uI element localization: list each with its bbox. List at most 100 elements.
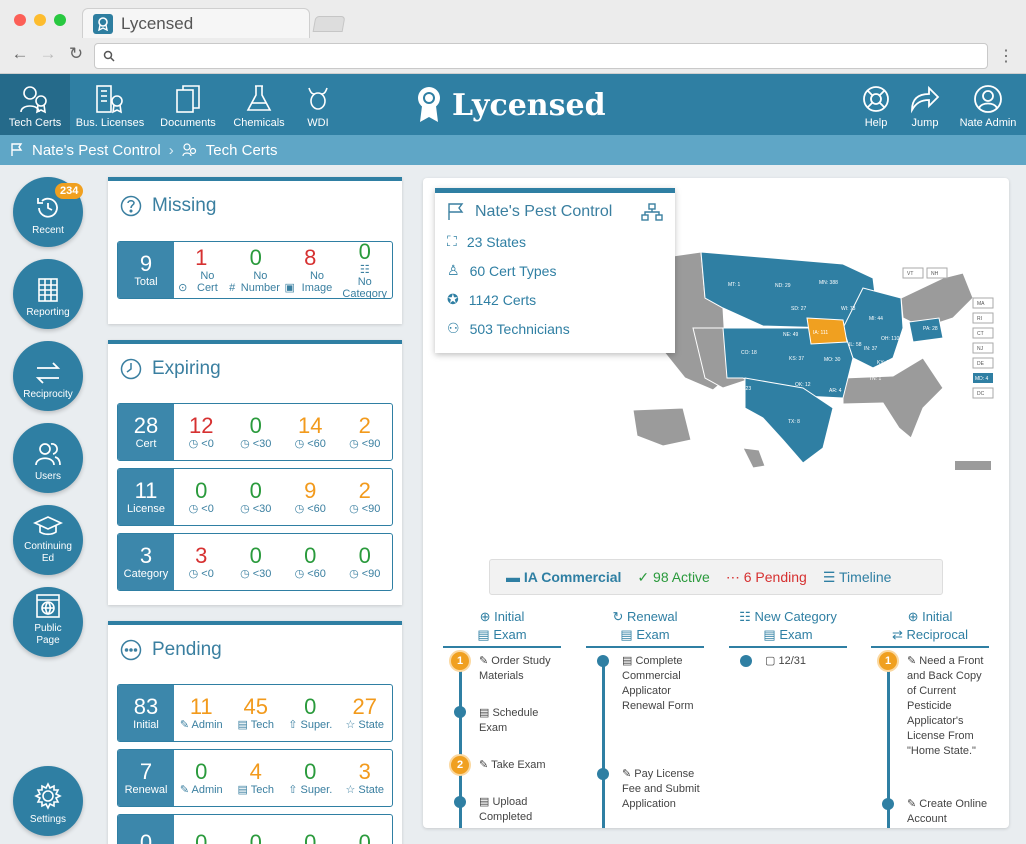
pending-other-total[interactable]: 0 bbox=[118, 815, 174, 844]
address-bar[interactable] bbox=[94, 43, 988, 69]
sidebar-reporting[interactable]: Reporting bbox=[13, 259, 83, 329]
expiring-cell[interactable]: 0 ◷ <60 bbox=[283, 534, 338, 590]
pending-cell[interactable]: 0 ✎ Admin bbox=[174, 750, 229, 806]
nav-wdi[interactable]: WDI bbox=[294, 74, 342, 135]
swap-arrows-icon bbox=[35, 362, 61, 384]
pending-cell[interactable]: 0 ⇧ Super. bbox=[283, 750, 338, 806]
expiring-category-total[interactable]: 3 Category bbox=[118, 534, 174, 590]
company-stat[interactable]: ⚇ 503 Technicians bbox=[447, 320, 663, 337]
stat-value: 3 bbox=[358, 759, 371, 784]
company-stat[interactable]: ✪ 1142 Certs bbox=[447, 291, 663, 308]
close-dot[interactable] bbox=[14, 14, 26, 26]
expiring-cell[interactable]: 9 ◷ <60 bbox=[283, 469, 338, 525]
expiring-cell[interactable]: 2 ◷ <90 bbox=[338, 404, 393, 460]
stat-value: 0 bbox=[249, 478, 262, 503]
ellipsis-circle-icon: ⋯ bbox=[725, 568, 740, 585]
new-tab-button[interactable] bbox=[312, 16, 346, 32]
pending-cell[interactable]: 0 bbox=[283, 815, 338, 844]
stat-value: 27 bbox=[352, 694, 377, 719]
timeline-step[interactable]: ✎ Pay License Fee and Submit Application bbox=[622, 768, 700, 810]
clock-icon bbox=[120, 358, 142, 380]
missing-no-cert[interactable]: 1 ⊙ No Cert bbox=[174, 242, 229, 298]
maximize-dot[interactable] bbox=[54, 14, 66, 26]
minimize-dot[interactable] bbox=[34, 14, 46, 26]
reload-icon[interactable]: ↻ bbox=[68, 44, 84, 63]
nav-help[interactable]: Help bbox=[856, 74, 896, 135]
stat-value: 0 bbox=[304, 759, 317, 784]
browser-tab[interactable]: Lycensed bbox=[82, 8, 310, 38]
expiring-cell[interactable]: 0 ◷ <30 bbox=[229, 404, 284, 460]
expiring-cell[interactable]: 14 ◷ <60 bbox=[283, 404, 338, 460]
pending-initial-total[interactable]: 83 Initial bbox=[118, 685, 174, 741]
brand[interactable]: Lycensed bbox=[416, 86, 606, 124]
org-chart-icon[interactable] bbox=[641, 203, 663, 221]
pending-cell[interactable]: 0 bbox=[229, 815, 284, 844]
timeline-step[interactable]: ▤ Upload Completed bbox=[479, 796, 533, 823]
expiring-cell[interactable]: 2 ◷ <90 bbox=[338, 469, 393, 525]
state-tag: RI bbox=[977, 316, 982, 322]
expiring-cell[interactable]: 0 ◷ <30 bbox=[229, 534, 284, 590]
company-name[interactable]: Nate's Pest Control bbox=[475, 203, 613, 220]
category-filter[interactable]: ▬ IA Commercial bbox=[506, 569, 621, 585]
pending-filter[interactable]: ⋯ 6 Pending bbox=[726, 569, 807, 586]
expiring-cell[interactable]: 3 ◷ <0 bbox=[174, 534, 229, 590]
forward-arrow-icon[interactable]: → bbox=[39, 44, 57, 63]
browser-menu-icon[interactable]: ⋮ bbox=[998, 48, 1014, 65]
nav-bus-licenses[interactable]: Bus. Licenses bbox=[72, 74, 148, 135]
sidebar-recent[interactable]: 234 Recent bbox=[13, 177, 84, 247]
company-stat[interactable]: ⛶ 23 States bbox=[447, 233, 663, 250]
missing-no-image[interactable]: 8 ▣ No Image bbox=[283, 242, 338, 298]
nav-tech-certs[interactable]: Tech Certs bbox=[0, 74, 70, 135]
nav-chemicals[interactable]: Chemicals bbox=[228, 74, 290, 135]
missing-no-category[interactable]: 0 ☷ No Category bbox=[338, 242, 393, 298]
timeline-step[interactable]: ✎ Need a Front and Back Copy of Current … bbox=[907, 655, 984, 757]
users-icon bbox=[35, 443, 61, 466]
column-header[interactable]: ☷ New Category ▤ Exam bbox=[729, 608, 847, 648]
sidebar-reciprocity[interactable]: Reciprocity bbox=[13, 341, 83, 411]
pending-cell[interactable]: 45 ▤ Tech bbox=[229, 685, 284, 741]
breadcrumb-section[interactable]: Tech Certs bbox=[205, 141, 278, 159]
pending-card: Pending 83 Initial 11 ✎ Admin 45 ▤ Tech 0 ⇧ … bbox=[108, 621, 402, 844]
back-arrow-icon[interactable]: ← bbox=[11, 44, 29, 63]
timeline-step[interactable]: ✎ Create Online Account bbox=[907, 798, 988, 825]
timeline-step[interactable]: ✎ Order Study Materials bbox=[479, 655, 551, 682]
timeline-step[interactable]: ▤ Schedule Exam bbox=[479, 707, 539, 734]
expiring-cell[interactable]: 0 ◷ <90 bbox=[338, 534, 393, 590]
pending-cell[interactable]: 0 bbox=[174, 815, 229, 844]
nav-user-menu[interactable]: Nate Admin bbox=[954, 74, 1022, 135]
company-stat-text: 23 States bbox=[466, 233, 526, 250]
nav-jump[interactable]: Jump bbox=[904, 74, 946, 135]
pending-cell[interactable]: 0 bbox=[338, 815, 393, 844]
breadcrumb-company[interactable]: Nate's Pest Control bbox=[32, 141, 161, 159]
column-header[interactable]: ⊕ Initial ⇄ Reciprocal bbox=[871, 608, 989, 648]
pending-cell[interactable]: 4 ▤ Tech bbox=[229, 750, 284, 806]
pending-renewal-total[interactable]: 7 Renewal bbox=[118, 750, 174, 806]
sidebar-users[interactable]: Users bbox=[13, 423, 83, 493]
stat-label-text: <90 bbox=[361, 438, 381, 450]
timeline-step[interactable]: ✎ Take Exam bbox=[479, 759, 546, 771]
expiring-cert-total[interactable]: 28 Cert bbox=[118, 404, 174, 460]
expiring-license-total[interactable]: 11 License bbox=[118, 469, 174, 525]
pending-cell[interactable]: 3 ☆ State bbox=[338, 750, 393, 806]
expiring-cell[interactable]: 0 ◷ <30 bbox=[229, 469, 284, 525]
timeline-filter[interactable]: ☰ Timeline bbox=[823, 569, 892, 586]
expiring-cell[interactable]: 0 ◷ <0 bbox=[174, 469, 229, 525]
timeline-step[interactable]: ▢ 12/31 bbox=[765, 655, 806, 667]
nav-documents[interactable]: Documents bbox=[152, 74, 224, 135]
sidebar-settings[interactable]: Settings bbox=[13, 766, 83, 836]
active-filter[interactable]: ✓ 98 Active bbox=[637, 569, 709, 586]
sidebar-continuing-ed[interactable]: Continuing Ed bbox=[13, 505, 83, 575]
stat-label-text: <0 bbox=[201, 503, 214, 515]
expiring-cell[interactable]: 12 ◷ <0 bbox=[174, 404, 229, 460]
missing-total[interactable]: 9 Total bbox=[118, 242, 174, 298]
pending-cell[interactable]: 11 ✎ Admin bbox=[174, 685, 229, 741]
timeline-step[interactable]: ▤ Complete Commercial Applicator Renewal… bbox=[622, 655, 694, 712]
column-header[interactable]: ⊕ Initial ▤ Exam bbox=[443, 608, 561, 648]
missing-no-number[interactable]: 0 # No Number bbox=[229, 242, 284, 298]
pending-cell[interactable]: 27 ☆ State bbox=[338, 685, 393, 741]
sidebar-public-page[interactable]: Public Page bbox=[13, 587, 83, 657]
timeline-line bbox=[887, 658, 890, 828]
pending-cell[interactable]: 0 ⇧ Super. bbox=[283, 685, 338, 741]
company-stat[interactable]: ♙ 60 Cert Types bbox=[447, 262, 663, 279]
column-header[interactable]: ↻ Renewal ▤ Exam bbox=[586, 608, 704, 648]
